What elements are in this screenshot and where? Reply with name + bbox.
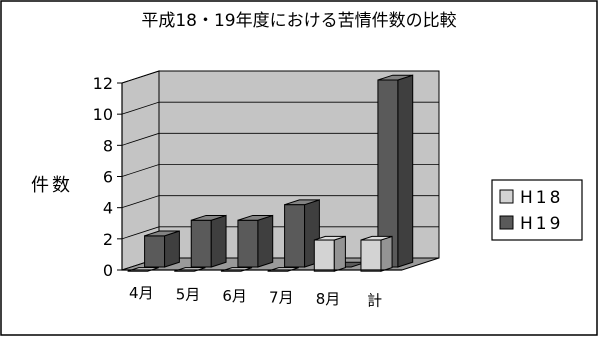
bar-h19 <box>190 214 227 268</box>
x-tick-label: 計 <box>367 292 382 310</box>
x-tick-label: 6月 <box>222 287 247 305</box>
bar-h19-front <box>284 204 306 268</box>
y-tick-label: 10 <box>93 105 113 124</box>
legend-swatch <box>499 189 514 204</box>
bar-h18-side <box>380 235 393 272</box>
bar-h19 <box>377 74 414 268</box>
bar-h18-front <box>360 239 382 272</box>
x-tick-label: 8月 <box>316 290 341 308</box>
bar-h18-front <box>313 239 335 272</box>
bar-h18 <box>360 235 393 272</box>
y-tick-label: 12 <box>93 74 113 93</box>
gridline <box>121 195 439 209</box>
legend-swatch <box>499 215 514 230</box>
bar-h19-front <box>237 219 259 268</box>
axes: 0 2 4 6 8 10 12 4月 5月 6月 7月 8月 計 <box>93 74 402 310</box>
y-tick-label: 0 <box>103 261 113 280</box>
bar-h19-top <box>237 214 273 221</box>
bar-h19-side <box>210 214 227 268</box>
gridline <box>121 164 439 177</box>
gridline <box>121 226 439 240</box>
bar-h18-top <box>360 235 393 241</box>
legend-label: H18 <box>520 188 563 208</box>
bar-h18-side <box>333 235 346 272</box>
bar-h18-top <box>314 235 346 241</box>
y-tick-label: 6 <box>103 168 113 187</box>
y-tick-label: 2 <box>103 230 113 249</box>
gridline <box>121 70 439 84</box>
bar-h18 <box>313 235 346 272</box>
x-tick-label: 4月 <box>129 284 154 302</box>
chart-title: 平成18・19年度における苦情件数の比較 <box>141 11 456 31</box>
bar-h19-side <box>257 214 274 268</box>
gridline <box>121 132 439 146</box>
y-axis-label: 件数 <box>31 175 73 196</box>
bar-h19-side <box>397 74 414 268</box>
bars <box>127 74 414 272</box>
bar-h19-side <box>164 230 180 268</box>
bar-h19 <box>144 230 180 268</box>
gridline <box>121 101 439 115</box>
legend-label: H19 <box>520 214 563 234</box>
grid-lines <box>121 70 439 240</box>
bar-h19-front <box>144 235 166 268</box>
y-tick-label: 4 <box>103 199 113 218</box>
bar-h19-top <box>377 74 413 81</box>
bar-h19-front <box>190 219 212 268</box>
bar-h19-top <box>284 199 320 206</box>
bar-h19 <box>237 214 274 268</box>
x-tick-label: 7月 <box>269 289 294 307</box>
bar-h19-top <box>191 214 227 221</box>
x-tick-label: 5月 <box>176 286 201 304</box>
y-tick-label: 8 <box>103 136 113 155</box>
bar-h19-top <box>144 230 180 237</box>
